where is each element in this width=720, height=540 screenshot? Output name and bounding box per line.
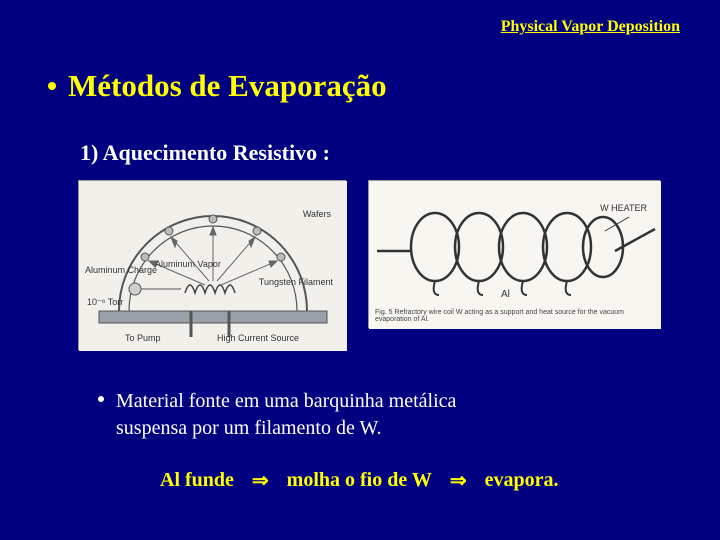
bullet-icon [98, 396, 104, 402]
label-al-charge: Aluminum Charge [85, 265, 157, 275]
flow-step-3: evapora. [485, 469, 559, 492]
label-filament: Tungsten Filament [259, 277, 333, 287]
slide-header: Physical Vapor Deposition [501, 18, 680, 36]
title-row: Métodos de Evaporação [48, 68, 387, 104]
body-line-1: Material fonte em uma barquinha metálica [116, 390, 456, 412]
body-line-2: suspensa por um filamento de W. [116, 417, 382, 439]
body-bullet: Material fonte em uma barquinha metálica… [98, 388, 456, 442]
slide-title: Métodos de Evaporação [68, 68, 387, 104]
label-wafers: Wafers [303, 209, 331, 219]
subtitle: 1) Aquecimento Resistivo : [80, 140, 330, 166]
arrow-icon: ⇒ [252, 468, 269, 493]
body-text: Material fonte em uma barquinha metálica… [116, 388, 456, 442]
figure-chamber: Wafers Aluminum Charge Aluminum Vapor Tu… [78, 180, 346, 350]
label-pump: To Pump [125, 333, 161, 343]
label-al-vapor: Aluminum Vapor [155, 259, 221, 269]
figure-caption: Fig. 5 Refractory wire coil W acting as … [375, 309, 653, 323]
flow-step-1: Al funde [160, 469, 234, 492]
label-al: Al [501, 289, 510, 300]
flow-step-2: molha o fio de W [287, 469, 432, 492]
label-pressure: 10⁻⁶ Torr [87, 297, 123, 308]
process-flow: Al funde ⇒ molha o fio de W ⇒ evapora. [160, 468, 559, 493]
figure-row: Wafers Aluminum Charge Aluminum Vapor Tu… [78, 180, 660, 350]
label-hcs: High Current Source [217, 333, 299, 343]
figure-heater: W HEATER Al Fig. 5 Refractory wire coil … [368, 180, 660, 328]
arrow-icon: ⇒ [450, 468, 467, 493]
bullet-icon [48, 82, 56, 90]
label-w-heater: W HEATER [600, 203, 647, 213]
